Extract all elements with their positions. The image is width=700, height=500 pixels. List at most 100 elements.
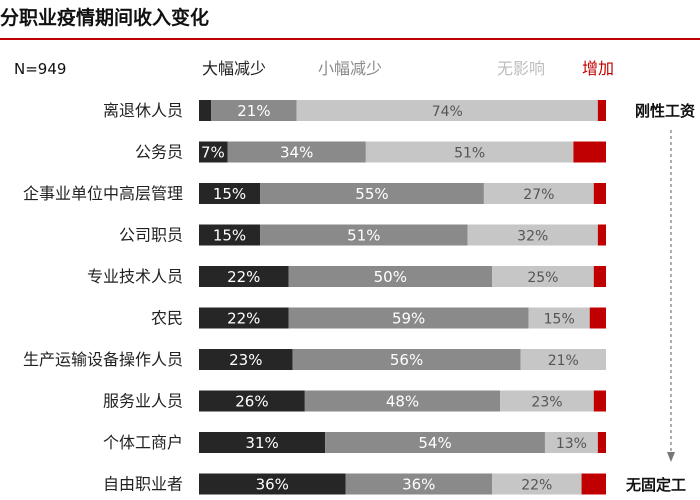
bar-segment bbox=[492, 473, 582, 495]
legend-item-2: 无影响 bbox=[497, 59, 545, 78]
legend: 大幅减少 小幅减少 无影响 增加 bbox=[202, 59, 614, 78]
bar-segment bbox=[199, 349, 293, 370]
bar-row: 农民 22% 59% 15% bbox=[151, 307, 606, 329]
data-label: 50% bbox=[374, 268, 407, 286]
bar-segment bbox=[528, 307, 590, 329]
bar-row: 离退休人员 21% 74% bbox=[103, 100, 606, 121]
category-label: 农民 bbox=[151, 309, 183, 328]
bar-segment bbox=[492, 266, 594, 287]
data-label: 51% bbox=[347, 227, 380, 245]
data-label: 21% bbox=[548, 353, 579, 369]
arrow-down-icon bbox=[667, 452, 675, 462]
bar-segment bbox=[467, 224, 598, 246]
data-label: 13% bbox=[556, 436, 587, 452]
bar-segment bbox=[325, 432, 545, 453]
bar-segment bbox=[199, 266, 289, 287]
data-label: 23% bbox=[531, 395, 562, 411]
bar-segment bbox=[520, 349, 606, 370]
data-label: 36% bbox=[402, 476, 435, 494]
bar-segment bbox=[199, 473, 346, 495]
category-label: 企事业单位中高层管理 bbox=[23, 184, 183, 203]
category-label: 专业技术人员 bbox=[87, 267, 183, 286]
data-label: 56% bbox=[390, 351, 423, 369]
bar-segment bbox=[288, 266, 493, 287]
bar-row: 公务员 7% 34% 51% bbox=[135, 141, 606, 163]
bar-segment bbox=[211, 100, 297, 121]
bar-segment bbox=[304, 390, 501, 412]
bar-segment bbox=[288, 307, 529, 329]
data-label: 7% bbox=[201, 144, 225, 162]
data-label: 51% bbox=[454, 146, 485, 162]
category-label: 自由职业者 bbox=[103, 475, 183, 494]
bar-row: 公司职员 15% 51% 32% bbox=[119, 224, 606, 246]
data-label: 26% bbox=[235, 393, 268, 411]
bar-segment bbox=[199, 390, 305, 412]
bar-segment bbox=[593, 390, 606, 412]
bar-segment bbox=[260, 183, 484, 204]
bar-row: 服务业人员 26% 48% 23% bbox=[103, 390, 606, 412]
data-label: 25% bbox=[527, 270, 558, 286]
bar-segment bbox=[296, 100, 598, 121]
bar-segment bbox=[573, 141, 606, 163]
bar-segment bbox=[199, 141, 228, 163]
data-label: 21% bbox=[237, 102, 270, 120]
data-label: 74% bbox=[432, 104, 463, 120]
sample-size-label: N=949 bbox=[14, 60, 66, 78]
bar-segment bbox=[593, 183, 606, 204]
data-label: 15% bbox=[213, 227, 246, 245]
bar-segment bbox=[227, 141, 366, 163]
bar-segment bbox=[597, 224, 606, 246]
category-label: 离退休人员 bbox=[103, 101, 183, 120]
category-label: 个体工商户 bbox=[103, 433, 183, 452]
data-label: 48% bbox=[386, 393, 419, 411]
legend-item-1: 小幅减少 bbox=[318, 59, 382, 78]
bar-segment bbox=[345, 473, 493, 495]
legend-item-0: 大幅减少 bbox=[202, 59, 266, 78]
bar-segment bbox=[199, 432, 326, 453]
category-label: 公务员 bbox=[135, 143, 183, 162]
data-label: 54% bbox=[418, 434, 451, 452]
bar-row: 个体工商户 31% 54% 13% bbox=[103, 432, 606, 453]
data-label: 22% bbox=[521, 478, 552, 494]
bar-segment bbox=[365, 141, 574, 163]
chart-title: 分职业疫情期间收入变化 bbox=[0, 6, 209, 29]
bar-segment bbox=[199, 224, 261, 246]
bar-segment bbox=[544, 432, 598, 453]
data-label: 22% bbox=[227, 268, 260, 286]
bar-segment bbox=[199, 307, 289, 329]
data-label: 23% bbox=[229, 351, 262, 369]
bar-row: 专业技术人员 22% 50% 25% bbox=[87, 266, 606, 287]
annotations: 刚性工资 无固定工 bbox=[625, 102, 695, 494]
data-label: 15% bbox=[544, 312, 575, 328]
bar-segment bbox=[593, 266, 606, 287]
category-label: 生产运输设备操作人员 bbox=[23, 350, 183, 369]
bar-row: 企事业单位中高层管理 15% 55% 27% bbox=[23, 183, 606, 204]
data-label: 15% bbox=[213, 185, 246, 203]
bar-segment bbox=[292, 349, 521, 370]
bar-segment bbox=[199, 183, 261, 204]
bar-segment bbox=[597, 432, 606, 453]
annotation-top: 刚性工资 bbox=[635, 102, 695, 120]
category-label: 公司职员 bbox=[119, 226, 183, 245]
bar-row: 生产运输设备操作人员 23% 56% 21% bbox=[23, 349, 606, 370]
annotation-bottom: 无固定工 bbox=[625, 476, 686, 494]
bar-segment bbox=[483, 183, 594, 204]
legend-item-3: 增加 bbox=[582, 59, 614, 78]
data-label: 22% bbox=[227, 310, 260, 328]
bars: 离退休人员 21% 74% 公务员 7% 34% 51% 企事业单位中高层管理 15% 55% 27… bbox=[23, 100, 606, 495]
data-label: 31% bbox=[245, 434, 278, 452]
data-label: 27% bbox=[523, 187, 554, 203]
data-label: 55% bbox=[355, 185, 388, 203]
bar-row: 自由职业者 36% 36% 22% bbox=[103, 473, 606, 495]
data-label: 32% bbox=[517, 229, 548, 245]
bar-segment bbox=[589, 307, 606, 329]
bar-segment bbox=[581, 473, 606, 495]
bar-segment bbox=[597, 100, 606, 121]
bar-segment bbox=[500, 390, 594, 412]
bar-segment bbox=[260, 224, 468, 246]
bar-segment bbox=[199, 100, 212, 121]
data-label: 36% bbox=[256, 476, 289, 494]
data-label: 34% bbox=[280, 144, 313, 162]
data-label: 59% bbox=[392, 310, 425, 328]
